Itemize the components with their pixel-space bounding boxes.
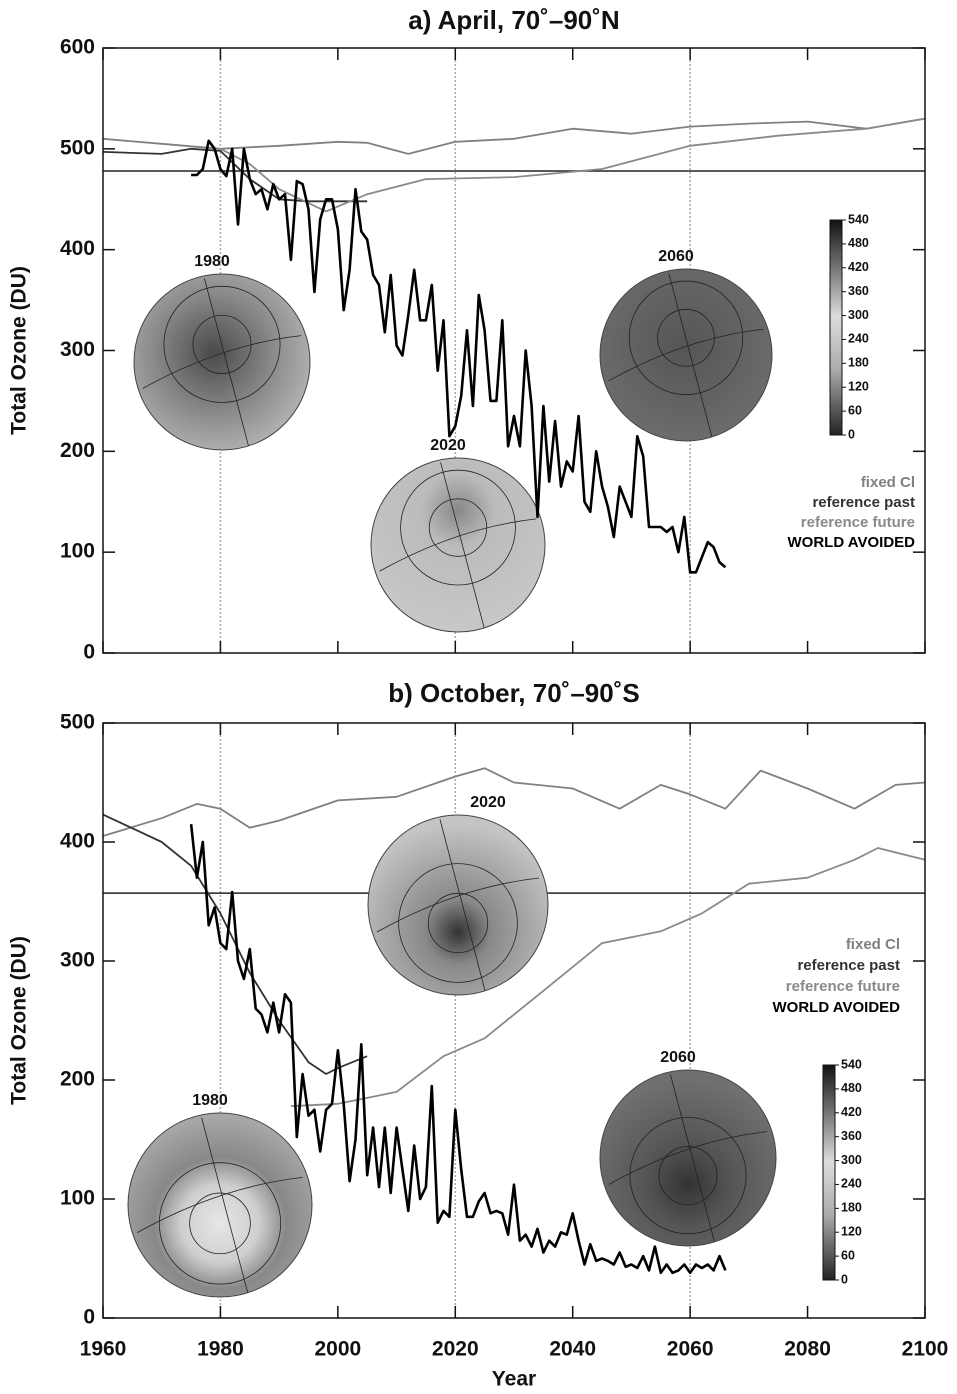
x-tick-label: 2100: [902, 1338, 949, 1361]
x-tick-label: 2020: [432, 1338, 479, 1361]
y-tick-label: 200: [60, 439, 95, 462]
colorbar-tick-label: 420: [848, 260, 869, 274]
colorbar-tick-label: 240: [848, 332, 869, 346]
colorbar-tick-label: 300: [848, 308, 869, 322]
x-tick-label: 1980: [197, 1338, 244, 1361]
globe-meridian: [376, 819, 540, 991]
globe-label: 2020: [430, 437, 466, 454]
globe-latitude: [658, 1146, 718, 1206]
chart-title: a) April, 70˚–90˚N: [408, 5, 619, 35]
y-axis-label: Total Ozone (DU): [8, 266, 31, 435]
colorbar-tick-label: 360: [841, 1129, 862, 1143]
globe-label: 1980: [192, 1092, 228, 1109]
colorbar-tick-label: 360: [848, 284, 869, 298]
plot-frame: [102, 722, 926, 1319]
colorbar-tick-label: 60: [841, 1248, 855, 1262]
x-tick-label: 2000: [314, 1338, 361, 1361]
globe: [127, 1112, 313, 1298]
colorbar-tick-label: 60: [848, 403, 862, 417]
colorbar: [822, 1064, 836, 1281]
y-tick-label: 500: [60, 136, 95, 159]
globe: [133, 273, 311, 451]
chart-title: b) October, 70˚–90˚S: [388, 678, 639, 708]
colorbar-tick-label: 120: [848, 380, 869, 394]
y-tick-label: 0: [83, 1306, 95, 1329]
legend-entry: reference past: [812, 494, 915, 511]
globe: [370, 457, 546, 633]
colorbar-tick-label: 0: [841, 1272, 848, 1286]
colorbar: [829, 219, 843, 436]
series-line: [219, 117, 926, 213]
y-tick-label: 200: [60, 1068, 95, 1091]
y-axis-label: Total Ozone (DU): [8, 936, 31, 1105]
colorbar-tick-label: 300: [841, 1153, 862, 1167]
globe-latitude: [427, 892, 489, 954]
colorbar-tick-label: 180: [848, 356, 869, 370]
series-line: [102, 117, 926, 155]
globe-latitude: [189, 1192, 251, 1255]
globe: [367, 814, 549, 996]
series-line: [191, 139, 727, 574]
series-line: [102, 813, 368, 1075]
legend-entry: reference future: [801, 514, 915, 531]
colorbar-tick-label: 540: [841, 1057, 862, 1071]
globe-latitude: [163, 285, 281, 403]
globe-latitude: [158, 1162, 282, 1285]
globe-latitude: [400, 469, 516, 586]
y-tick-label: 500: [60, 711, 95, 734]
legend-entry: reference future: [786, 978, 900, 995]
y-tick-label: 300: [60, 338, 95, 361]
series-line: [189, 824, 727, 1275]
globe-meridian: [137, 1117, 303, 1293]
x-tick-label: 2060: [667, 1338, 714, 1361]
colorbar-tick-label: 240: [841, 1177, 862, 1191]
y-tick-label: 100: [60, 540, 95, 563]
globe-label: 2060: [660, 1049, 696, 1066]
globe-label: 1980: [194, 253, 230, 270]
globe-meridian: [608, 1074, 768, 1242]
globe-meridian: [142, 278, 302, 446]
series-line: [290, 847, 926, 1108]
legend-entry: WORLD AVOIDED: [788, 534, 916, 551]
globe-label: 2020: [470, 794, 506, 811]
globe-meridian: [608, 273, 764, 437]
globe-latitude: [629, 1117, 747, 1235]
globe-label: 2060: [658, 248, 694, 265]
globe-latitude: [628, 280, 744, 395]
colorbar-tick-label: 120: [841, 1225, 862, 1239]
globe: [599, 268, 773, 442]
colorbar-tick-label: 480: [848, 236, 869, 250]
x-tick-label: 2080: [784, 1338, 831, 1361]
y-tick-label: 100: [60, 1187, 95, 1210]
series-line: [102, 767, 926, 837]
x-tick-label: 2040: [549, 1338, 596, 1361]
y-tick-label: 400: [60, 830, 95, 853]
legend-entry: WORLD AVOIDED: [773, 999, 901, 1016]
legend-entry: fixed Cl: [861, 474, 915, 491]
y-tick-label: 0: [83, 641, 95, 664]
colorbar-tick-label: 0: [848, 427, 855, 441]
x-tick-label: 1960: [80, 1338, 127, 1361]
globe-meridian: [379, 462, 537, 628]
colorbar-tick-label: 540: [848, 212, 869, 226]
globe-latitude: [398, 863, 518, 983]
y-tick-label: 600: [60, 36, 95, 59]
legend-entry: reference past: [797, 957, 900, 974]
y-tick-label: 400: [60, 237, 95, 260]
x-axis-label: Year: [492, 1368, 536, 1391]
colorbar-tick-label: 480: [841, 1081, 862, 1095]
globe: [599, 1069, 777, 1247]
colorbar-tick-label: 180: [841, 1201, 862, 1215]
colorbar-tick-label: 420: [841, 1105, 862, 1119]
legend-entry: fixed Cl: [846, 936, 900, 953]
y-tick-label: 300: [60, 949, 95, 972]
